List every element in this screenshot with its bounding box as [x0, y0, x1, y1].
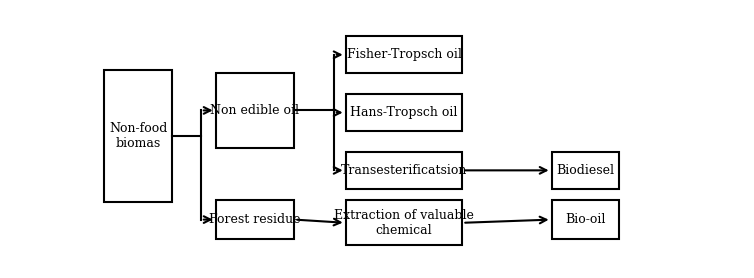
Text: Extraction of valuable
chemical: Extraction of valuable chemical: [334, 209, 474, 237]
FancyBboxPatch shape: [551, 200, 619, 239]
FancyBboxPatch shape: [216, 73, 294, 148]
FancyBboxPatch shape: [345, 94, 462, 131]
Text: Transesterificatsion: Transesterificatsion: [341, 164, 467, 177]
Text: Bio-oil: Bio-oil: [565, 213, 605, 226]
FancyBboxPatch shape: [345, 200, 462, 245]
FancyBboxPatch shape: [105, 70, 172, 202]
Text: Non-food
biomas: Non-food biomas: [109, 122, 167, 150]
FancyBboxPatch shape: [551, 152, 619, 189]
Text: Hans-Tropsch oil: Hans-Tropsch oil: [351, 106, 458, 119]
Text: Biodiesel: Biodiesel: [556, 164, 614, 177]
FancyBboxPatch shape: [216, 200, 294, 239]
Text: Fisher-Tropsch oil: Fisher-Tropsch oil: [347, 48, 461, 61]
FancyBboxPatch shape: [345, 152, 462, 189]
Text: Non edible oil: Non edible oil: [210, 104, 299, 117]
FancyBboxPatch shape: [345, 36, 462, 73]
Text: Forest residue: Forest residue: [209, 213, 301, 226]
